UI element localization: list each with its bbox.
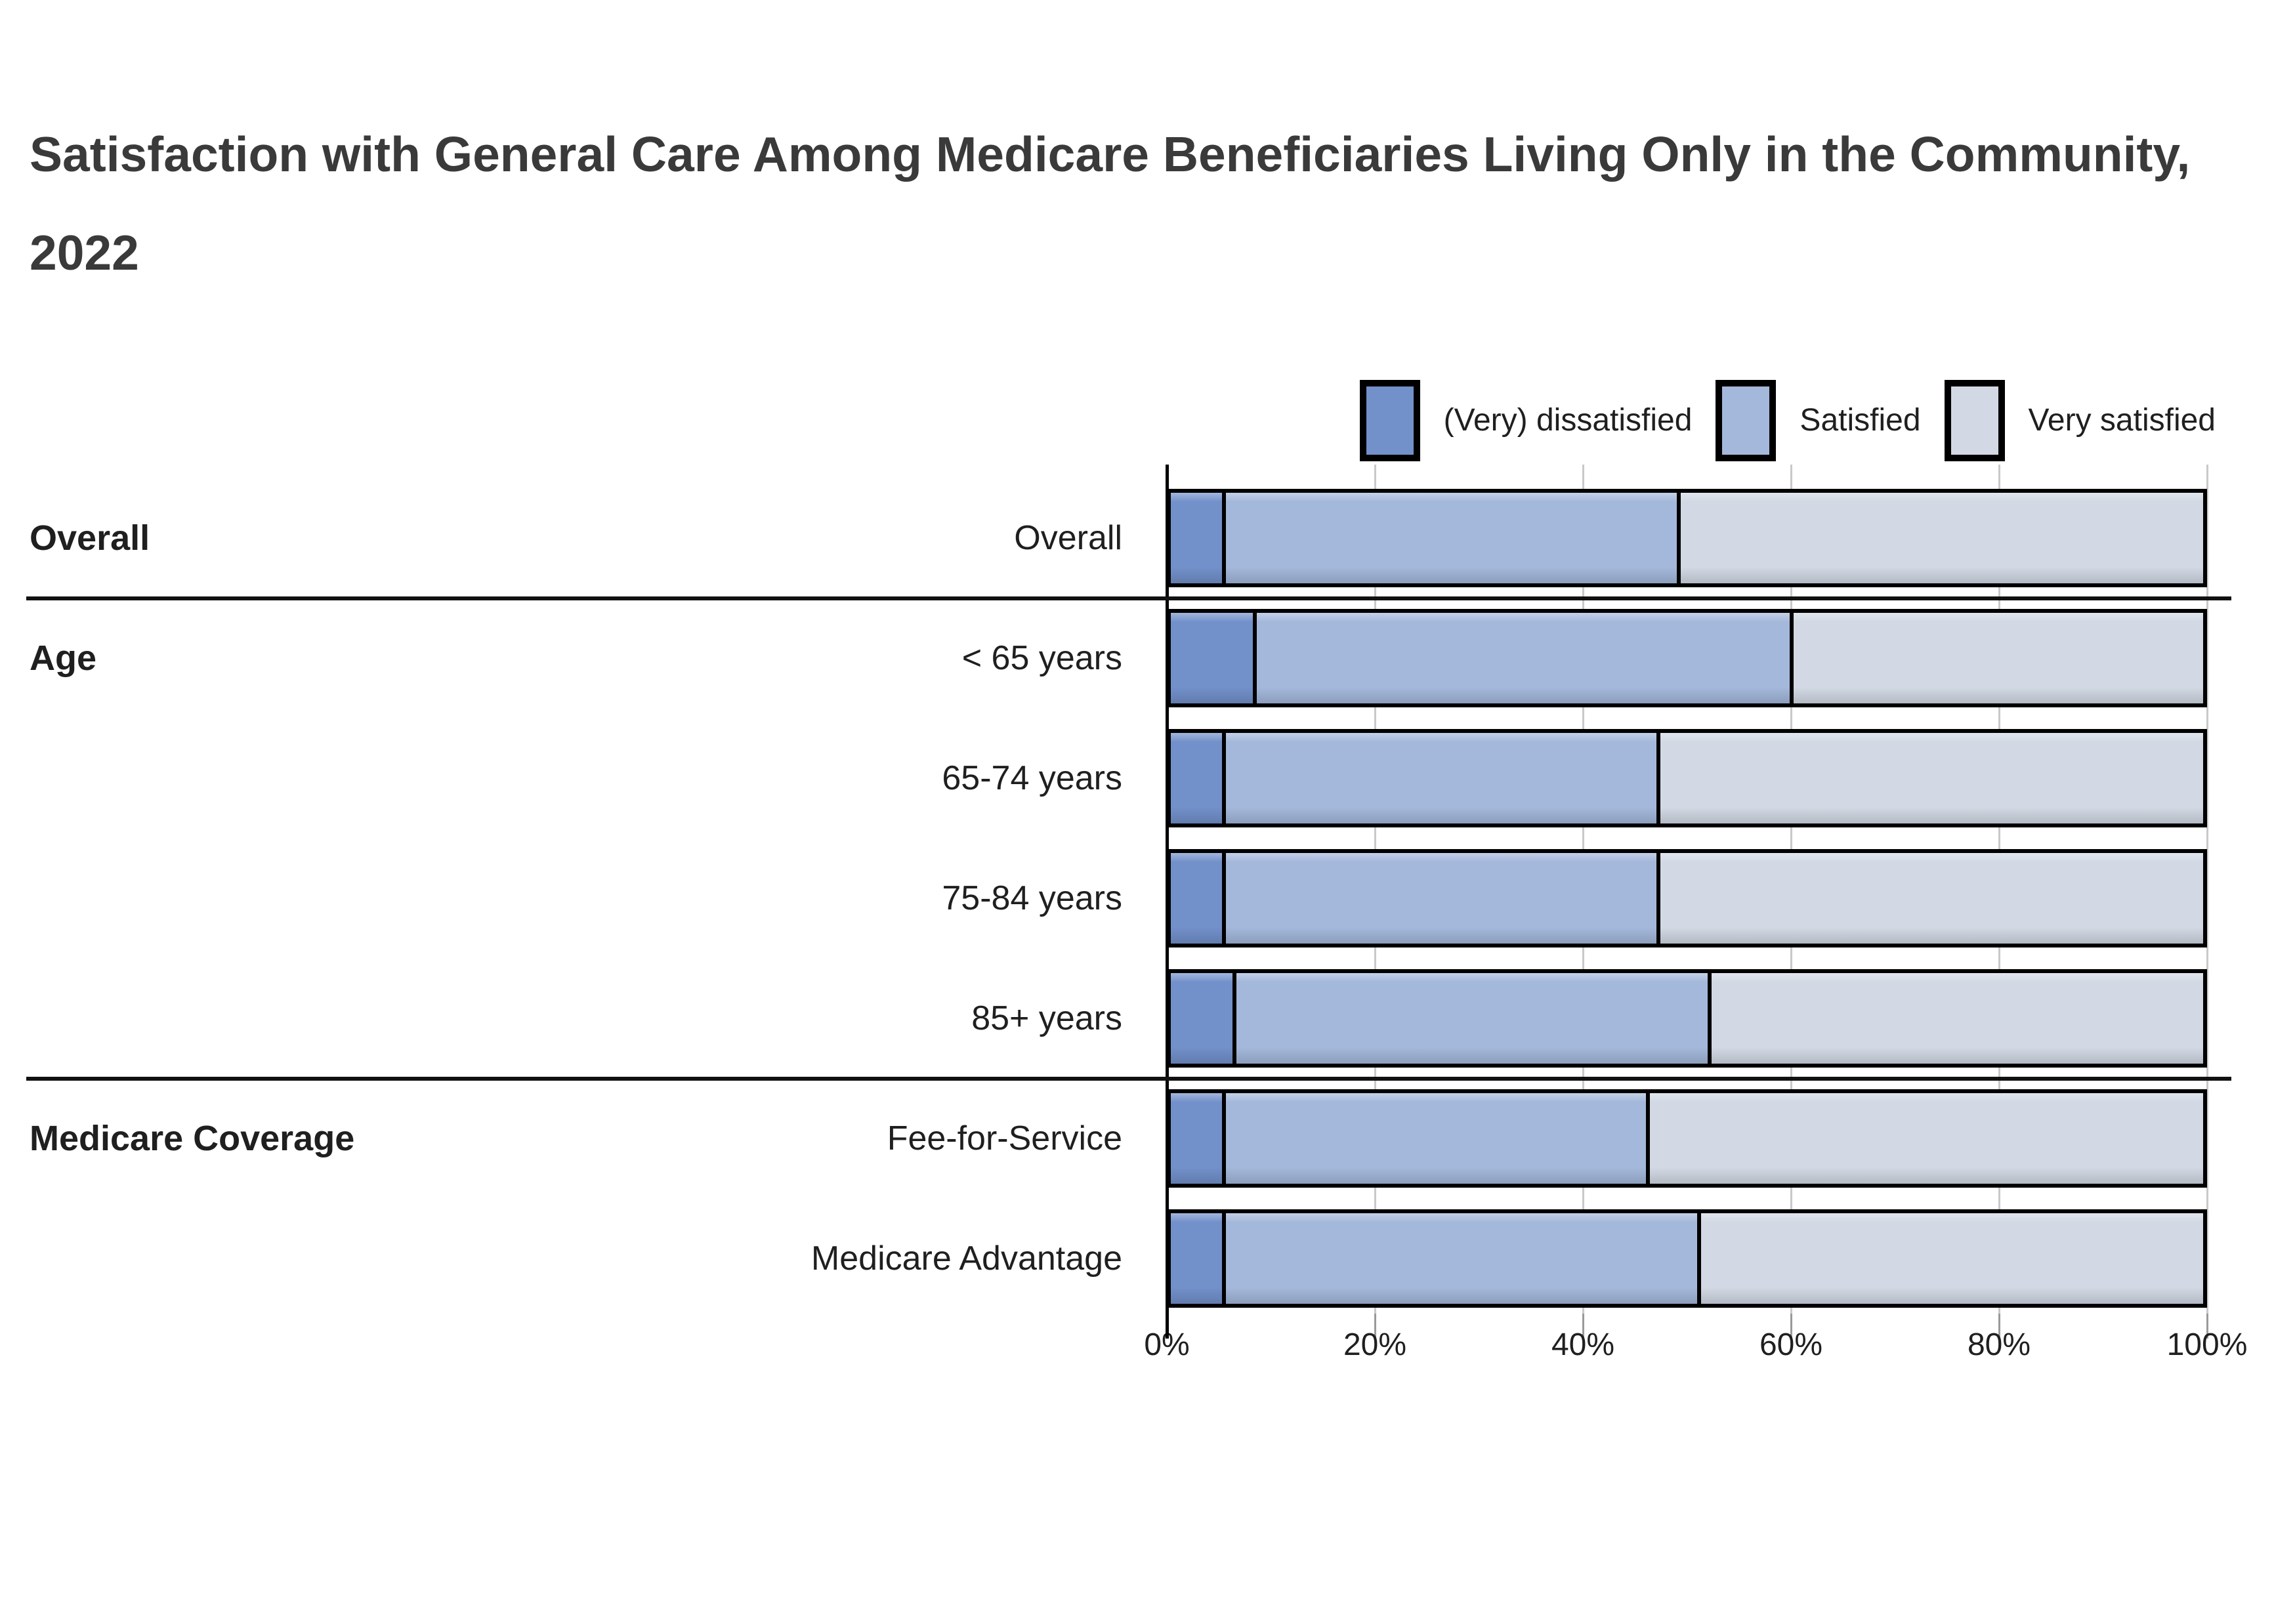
bar-segment-satisfied [1222, 1213, 1698, 1304]
section-label: Age [30, 638, 97, 678]
bar-segment-very-satisfied [1789, 613, 2203, 703]
legend-label: Satisfied [1800, 403, 1921, 438]
section-label: Medicare Coverage [30, 1119, 355, 1158]
bar-segment-satisfied [1232, 973, 1708, 1064]
row-label: Fee-for-Service [887, 1119, 1122, 1157]
bar-row [1167, 609, 2207, 707]
x-axis-tick [2206, 1314, 2208, 1339]
x-tick-label: 20% [1343, 1327, 1407, 1362]
bar-row [1167, 1089, 2207, 1188]
bar-segment-very-satisfied [1656, 733, 2203, 823]
row-label: 75-84 years [942, 879, 1122, 917]
bar-row [1167, 489, 2207, 587]
bar-segment-satisfied [1252, 613, 1790, 703]
bar-segment-very-satisfied [1676, 493, 2203, 583]
row-label: 65-74 years [942, 759, 1122, 797]
bar-segment-very-satisfied [1646, 1093, 2203, 1184]
bar-segment-satisfied [1222, 733, 1656, 823]
x-tick-label: 80% [1967, 1327, 2031, 1362]
bar-segment-very-satisfied [1707, 973, 2203, 1064]
legend-item-satisfied: Satisfied [1716, 379, 1921, 461]
bar-row [1167, 969, 2207, 1068]
bar-segment-very-satisfied [1656, 853, 2203, 944]
legend-swatch-dissatisfied-icon [1359, 379, 1420, 461]
bar-segment-satisfied [1222, 1093, 1647, 1184]
bar-row [1167, 1209, 2207, 1308]
x-tick-label: 100% [2166, 1327, 2248, 1362]
bar-segment-dissatisfied [1171, 733, 1223, 823]
x-tick-label: 60% [1759, 1327, 1823, 1362]
section-separator [26, 596, 2231, 600]
bar-segment-very-satisfied [1697, 1213, 2203, 1304]
bar-segment-satisfied [1222, 853, 1656, 944]
x-axis-tick [1582, 1314, 1584, 1339]
bar-row [1167, 729, 2207, 827]
x-axis-tick [1374, 1314, 1376, 1339]
legend-swatch-very-satisfied-icon [1944, 379, 2005, 461]
gridline [2206, 465, 2208, 1314]
legend-label: (Very) dissatisfied [1443, 403, 1693, 438]
section-separator [26, 1076, 2231, 1081]
bar-segment-dissatisfied [1171, 853, 1223, 944]
legend-item-very-satisfied: Very satisfied [1944, 379, 2216, 461]
legend-swatch-satisfied-icon [1716, 379, 1777, 461]
x-axis-tick [1998, 1314, 2000, 1339]
bar-segment-dissatisfied [1171, 1093, 1223, 1184]
row-label: < 65 years [961, 639, 1122, 677]
bar-segment-dissatisfied [1171, 1213, 1223, 1304]
row-label: Overall [1014, 519, 1122, 557]
row-label: Medicare Advantage [811, 1239, 1122, 1278]
x-tick-label: 40% [1551, 1327, 1615, 1362]
legend-label: Very satisfied [2028, 403, 2216, 438]
row-label: 85+ years [971, 999, 1122, 1037]
bar-row [1167, 849, 2207, 947]
bar-segment-dissatisfied [1171, 973, 1232, 1064]
legend: (Very) dissatisfied Satisfied Very satis… [1359, 379, 2216, 461]
bar-segment-dissatisfied [1171, 493, 1223, 583]
x-axis-tick [1790, 1314, 1792, 1339]
legend-item-dissatisfied: (Very) dissatisfied [1359, 379, 1693, 461]
section-label: Overall [30, 518, 150, 558]
bar-segment-satisfied [1222, 493, 1677, 583]
bar-segment-dissatisfied [1171, 613, 1253, 703]
page-title: Satisfaction with General Care Among Med… [30, 127, 2191, 280]
